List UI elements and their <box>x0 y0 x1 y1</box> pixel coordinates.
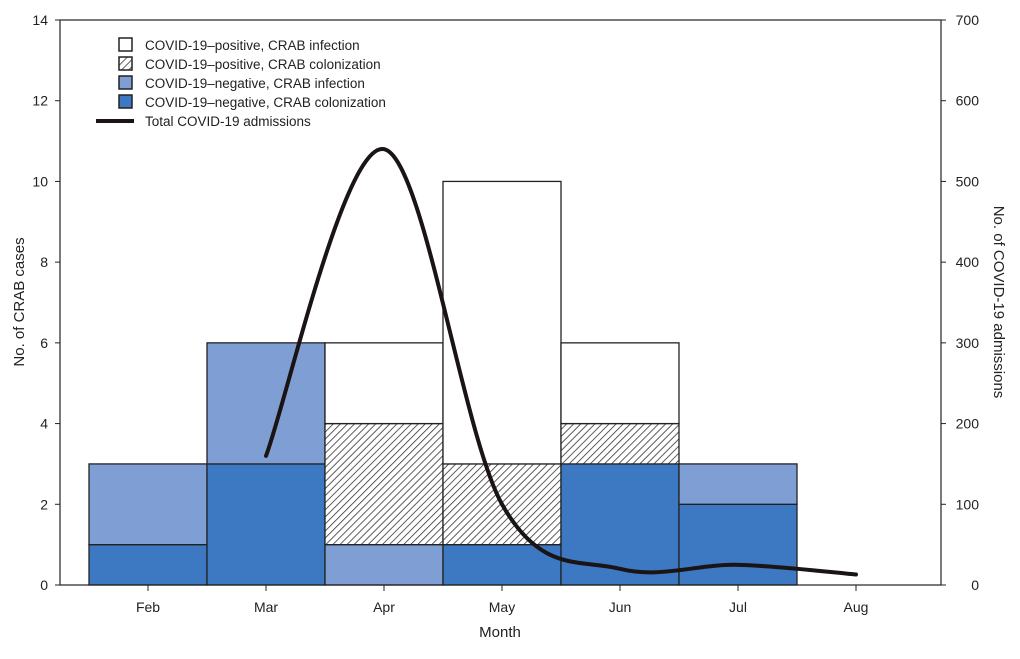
legend-swatch <box>118 37 133 52</box>
y2-tick-label: 400 <box>956 254 980 270</box>
plot-frame <box>59 19 942 586</box>
x-tick-label: May <box>489 599 515 615</box>
legend-label: COVID-19–negative, CRAB colonization <box>145 95 386 110</box>
y-tick-label: 14 <box>32 12 48 28</box>
admissions-line <box>264 147 858 577</box>
x-axis-label: Month <box>479 624 521 641</box>
x-tick-label: Feb <box>136 599 160 615</box>
legend-label: COVID-19–positive, CRAB infection <box>145 38 360 53</box>
y-tick-label: 2 <box>40 496 48 512</box>
bar-mar-series-1 <box>206 342 326 465</box>
legend-label: COVID-19–positive, CRAB colonization <box>145 57 381 72</box>
legend-label: Total COVID-19 admissions <box>145 114 311 129</box>
x-tick-label: Apr <box>373 599 395 615</box>
legend-swatch <box>118 75 133 90</box>
bar-apr-series-3 <box>324 342 444 425</box>
bar-feb-series-1 <box>88 463 208 546</box>
x-tick-label: Jun <box>609 599 632 615</box>
y-tick-label: 10 <box>32 173 48 189</box>
legend-swatch <box>118 56 133 71</box>
x-tick-label: Mar <box>254 599 278 615</box>
y2-tick-label: 600 <box>956 93 980 109</box>
bar-jun-series-3 <box>560 342 680 425</box>
legend: COVID-19–positive, CRAB infection COVID-1… <box>96 37 386 129</box>
bar-mar-series-0 <box>206 463 326 586</box>
y-axis-label: No. of CRAB cases <box>11 237 28 366</box>
y2-tick-label: 200 <box>956 416 980 432</box>
bar-feb-series-0 <box>88 543 208 586</box>
y-tick-label: 0 <box>40 577 48 593</box>
bar-apr-series-2 <box>324 422 444 546</box>
y2-tick-label: 0 <box>971 577 979 593</box>
bar-jul-series-1 <box>678 463 798 505</box>
y2-tick-label: 100 <box>956 496 980 512</box>
bar-may-series-3 <box>442 180 562 465</box>
y-tick-label: 4 <box>40 416 48 432</box>
y2-tick-label: 500 <box>956 173 980 189</box>
y-tick-label: 12 <box>32 93 48 109</box>
y-tick-label: 8 <box>40 254 48 270</box>
y2-axis-label: No. of COVID-19 admissions <box>990 206 1007 399</box>
bar-jul-series-0 <box>678 503 798 586</box>
legend-label: COVID-19–negative, CRAB infection <box>145 76 365 91</box>
y2-tick-label: 300 <box>956 335 980 351</box>
y2-tick-label: 700 <box>956 12 980 28</box>
y-tick-label: 6 <box>40 335 48 351</box>
bar-jun-series-2 <box>560 422 680 465</box>
x-tick-label: Jul <box>729 599 747 615</box>
legend-swatch <box>118 94 133 109</box>
x-tick-label: Aug <box>844 599 869 615</box>
bar-apr-series-1 <box>324 543 444 586</box>
